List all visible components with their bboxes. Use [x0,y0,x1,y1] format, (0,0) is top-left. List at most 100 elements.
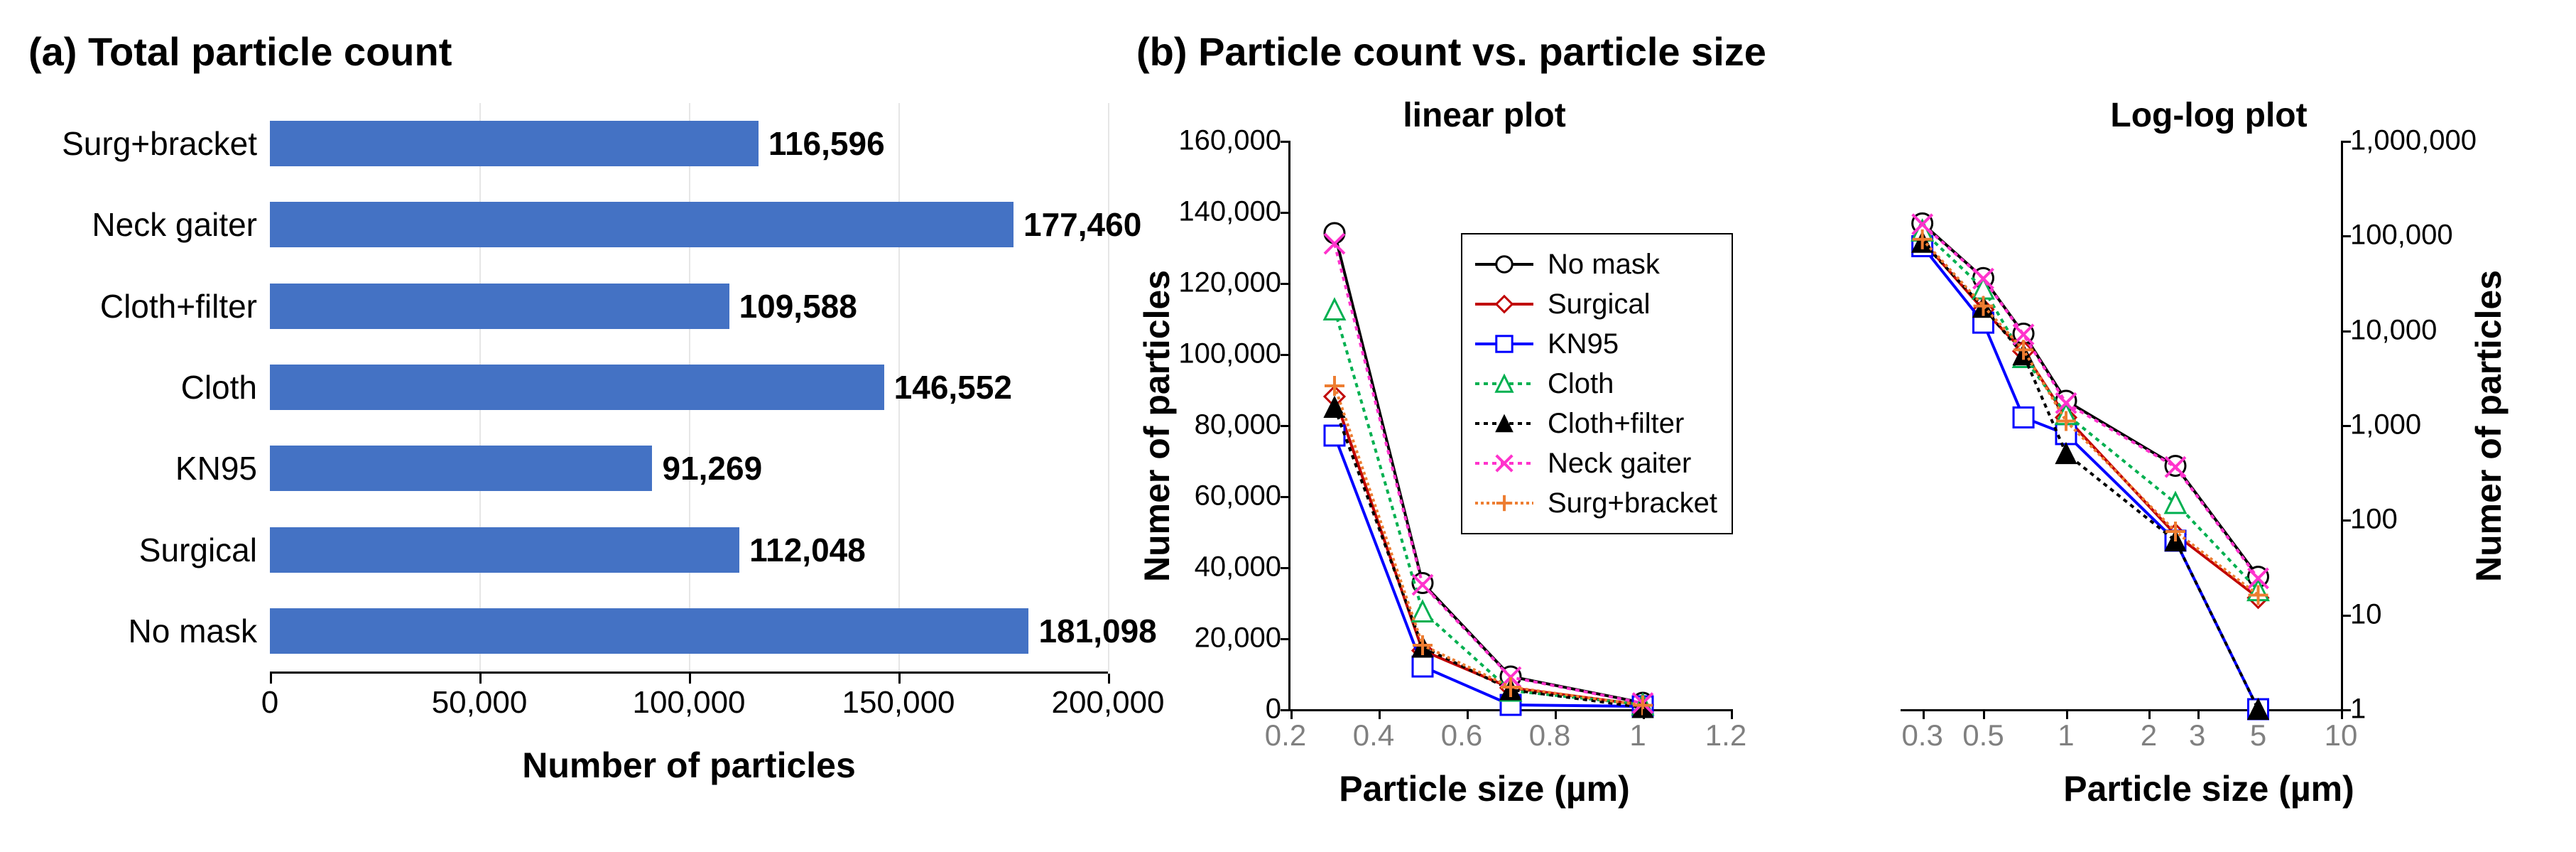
line-charts: linear plot Numer of particles 020,00040… [1136,96,2557,809]
figure: (a) Total particle count Surg+bracket116… [0,0,2576,852]
linear-x-label: Particle size (µm) [1136,768,1832,809]
bar-rect [270,121,759,166]
linear-y-tick [1281,212,1290,214]
panel-b: (b) Particle count vs. particle size lin… [1108,14,2557,838]
linear-y-tick [1281,141,1290,143]
bar-row: Surg+bracket116,596 [270,121,759,166]
linear-y-label: Numer of particles [1136,141,1178,711]
linear-y-tick-label: 160,000 [1178,125,1281,157]
linear-x-tick-label: 0.2 [1265,718,1306,753]
legend-swatch [1472,250,1536,279]
bar-category-label: Neck gaiter [92,202,270,247]
bar-x-tick-label: 0 [261,685,278,721]
bar-row: Cloth+filter109,588 [270,284,729,329]
bar-value-label: 146,552 [884,365,1012,410]
loglog-x-label: Particle size (µm) [1861,768,2557,809]
linear-y-tick-label: 60,000 [1195,480,1281,512]
subchart-loglog: Log-log plot 1101001,00010,000100,0001,0… [1861,96,2557,809]
loglog-plot-area [1901,141,2343,711]
loglog-x-tick-label: 0.5 [1962,718,2004,753]
bar-category-label: Cloth+filter [100,284,270,329]
bar-value-label: 177,460 [1013,202,1141,247]
loglog-y-tick-label: 1,000,000 [2350,125,2477,157]
linear-y-tick-label: 140,000 [1178,196,1281,228]
loglog-x-tick-label: 0.3 [1901,718,1942,753]
linear-y-tick [1281,425,1290,427]
bar-category-label: No mask [129,608,270,654]
legend-row: No mask [1472,244,1717,284]
legend-swatch [1472,330,1536,358]
linear-x-ticks: 0.20.40.60.811.2 [1286,711,1726,754]
linear-y-tick [1281,567,1290,569]
legend-swatch [1472,489,1536,517]
loglog-y-ticks: 1101001,00010,000100,0001,000,000 [2343,141,2464,709]
linear-x-tick-label: 1.2 [1705,718,1746,753]
bar-x-tick [1108,674,1110,684]
bar-x-tick-label: 50,000 [432,685,528,721]
bar-category-label: KN95 [175,446,270,491]
subchart-linear: linear plot Numer of particles 020,00040… [1136,96,1832,809]
linear-x-tick-label: 1 [1629,718,1646,753]
bar-rect [270,365,884,410]
loglog-x-tick-label: 2 [2141,718,2157,753]
bar-x-tick [689,674,691,684]
bar-plot-area: Surg+bracket116,596 Neck gaiter177,460 Clo… [270,103,1108,674]
legend-swatch [1472,290,1536,318]
bar-chart: Surg+bracket116,596Neck gaiter177,460Clo… [57,103,1108,786]
bar-rect [270,446,652,491]
linear-y-tick-label: 120,000 [1178,267,1281,299]
bar-row: Surgical112,048 [270,527,739,573]
bar-value-label: 109,588 [729,284,857,329]
bar-x-tick [898,674,901,684]
bar-x-tick [270,674,272,684]
bar-category-label: Surgical [139,527,270,573]
linear-x-tick-label: 0.6 [1441,718,1482,753]
legend-row: Cloth+filter [1472,404,1717,443]
bar-rect [270,202,1013,247]
legend-row: KN95 [1472,324,1717,364]
legend-swatch [1472,370,1536,398]
bar-row: Cloth146,552 [270,365,884,410]
linear-y-tick [1281,638,1290,640]
bar-x-tick-label: 150,000 [842,685,955,721]
bar-category-label: Surg+bracket [62,121,270,166]
linear-x-tick-label: 0.4 [1353,718,1394,753]
linear-x-tick [1731,709,1733,719]
legend: No maskSurgicalKN95ClothCloth+filterNeck… [1461,233,1733,534]
bar-value-label: 91,269 [652,446,762,491]
bar-category-label: Cloth [181,365,270,410]
loglog-x-ticks: 0.30.5123510 [1901,711,2341,754]
panel-a: (a) Total particle count Surg+bracket116… [28,14,1108,838]
loglog-y-tick-label: 10 [2350,598,2382,630]
bar-row: Neck gaiter177,460 [270,202,1013,247]
bar-row: KN9591,269 [270,446,652,491]
bar-gridline [1108,103,1109,672]
linear-y-tick [1281,354,1290,356]
loglog-y-tick-label: 100 [2350,504,2398,536]
loglog-y-tick-label: 10,000 [2350,314,2437,346]
loglog-x-tick-label: 10 [2325,718,2358,753]
bar-x-tick-label: 100,000 [632,685,745,721]
legend-label: Surg+bracket [1548,487,1717,519]
loglog-plot-svg [1901,141,2341,709]
linear-y-tick-label: 100,000 [1178,338,1281,370]
linear-y-tick-label: 20,000 [1195,622,1281,654]
linear-y-ticks: 020,00040,00060,00080,000100,000120,0001… [1182,141,1288,709]
bar-x-tick [479,674,482,684]
legend-label: KN95 [1548,328,1619,360]
linear-y-tick-label: 80,000 [1195,409,1281,441]
legend-row: Surgical [1472,284,1717,324]
linear-x-tick-label: 0.8 [1529,718,1570,753]
bar-x-axis: 050,000100,000150,000200,000 [270,674,1108,723]
loglog-x-tick-label: 1 [2058,718,2074,753]
loglog-x-tick [2341,709,2343,719]
loglog-y-label: Numer of particles [2468,141,2509,711]
legend-label: Neck gaiter [1548,448,1691,480]
bar-value-label: 116,596 [759,121,885,166]
linear-plot-area: No maskSurgicalKN95ClothCloth+filterNeck… [1288,141,1731,711]
legend-swatch [1472,449,1536,478]
legend-swatch [1472,409,1536,438]
linear-y-tick-label: 40,000 [1195,551,1281,583]
loglog-x-tick-label: 5 [2250,718,2266,753]
legend-label: No mask [1548,249,1660,281]
